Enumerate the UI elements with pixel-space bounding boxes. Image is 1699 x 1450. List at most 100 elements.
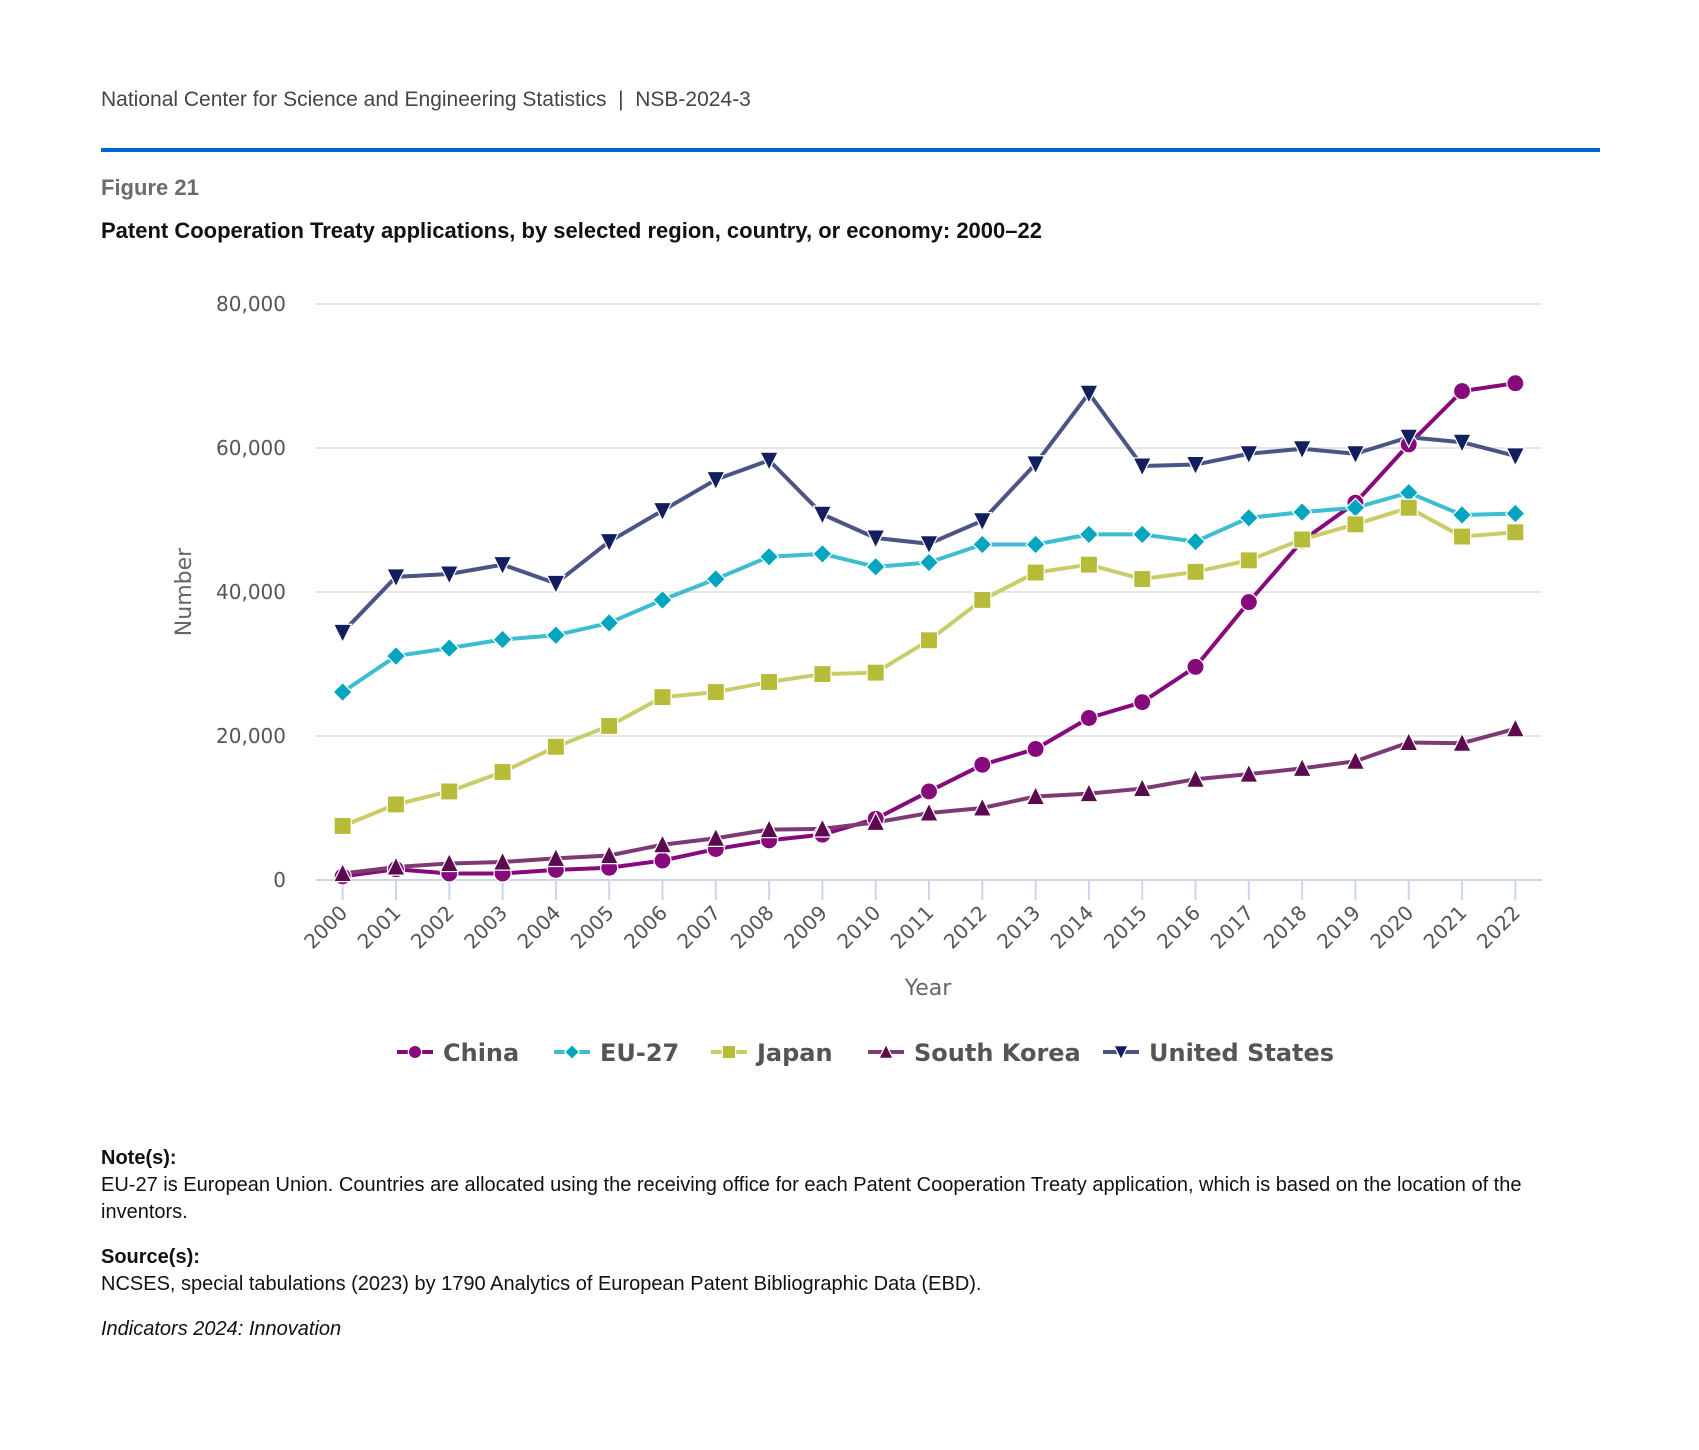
sources-text: NCSES, special tabulations (2023) by 179… [101, 1273, 982, 1295]
data-point-japan [493, 762, 512, 782]
x-tick-label: 2014 [1045, 901, 1098, 954]
x-tick-label: 2008 [726, 901, 779, 954]
x-tick-label: 2006 [619, 901, 672, 954]
legend-item-united-states[interactable]: United States [1103, 1039, 1334, 1067]
data-point-south-korea [865, 811, 886, 832]
data-point-south-korea [385, 855, 406, 876]
y-tick-label: 80,000 [216, 292, 286, 316]
data-point-south-korea [652, 833, 673, 854]
y-axis-ticks: 0 20,000 40,000 60,000 80,000 [216, 292, 286, 892]
x-tick-label: 2009 [779, 901, 832, 954]
legend-label: China [443, 1039, 519, 1067]
data-point-united-states [1345, 445, 1366, 466]
legend-label: Japan [755, 1039, 833, 1067]
data-point-united-states [812, 505, 833, 526]
x-tick-label: 2013 [992, 901, 1045, 954]
data-point-south-korea [972, 796, 993, 817]
x-tick-label: 2015 [1099, 901, 1152, 954]
series-markers-south-korea [332, 717, 1526, 883]
series-markers [332, 374, 1526, 886]
data-point-eu-27 [492, 629, 513, 650]
data-point-united-states [705, 470, 726, 491]
gridlines [316, 303, 1542, 737]
data-point-china [1133, 693, 1152, 712]
x-tick-label: 2021 [1419, 901, 1472, 954]
x-tick-label: 2010 [832, 901, 885, 954]
header-divider [101, 148, 1600, 152]
legend-marker-united-states-icon [1113, 1045, 1129, 1062]
data-point-south-korea [439, 852, 460, 873]
data-point-china [1186, 657, 1205, 677]
data-point-south-korea [705, 826, 726, 847]
legend-item-japan[interactable]: Japan [711, 1039, 833, 1067]
data-point-eu-27 [1505, 503, 1526, 524]
x-tick-label: 2003 [459, 901, 512, 954]
legend-item-eu-27[interactable]: EU-27 [554, 1039, 679, 1067]
data-point-south-korea [1238, 762, 1259, 783]
data-point-south-korea [919, 801, 939, 822]
legend-marker-south-korea-icon [878, 1042, 894, 1059]
data-point-china [1026, 739, 1045, 759]
data-point-china [919, 782, 939, 801]
data-point-united-states [1292, 440, 1313, 460]
data-point-south-korea [332, 862, 353, 883]
data-point-south-korea [1185, 767, 1206, 788]
data-point-japan [386, 795, 406, 814]
series-markers-united-states [332, 384, 1526, 644]
sources-label: Source(s): [101, 1246, 200, 1268]
data-point-south-korea [1292, 757, 1313, 778]
data-point-japan [973, 590, 992, 610]
x-tick-label: 2019 [1312, 901, 1365, 954]
figure-label: Figure 21 [101, 175, 199, 200]
data-point-japan [333, 816, 352, 836]
data-point-japan [1346, 515, 1365, 534]
legend-label: United States [1149, 1039, 1334, 1067]
x-tick-label: 2017 [1205, 901, 1258, 954]
footnotes: Note(s): EU-27 is European Union. Countr… [101, 1145, 1601, 1343]
legend-item-china[interactable]: China [397, 1039, 519, 1067]
data-point-china [1452, 381, 1472, 401]
legend-marker-china-icon [407, 1044, 423, 1060]
data-point-china [973, 755, 992, 774]
data-point-united-states [332, 623, 353, 644]
data-point-united-states [1505, 447, 1526, 468]
data-point-eu-27 [1451, 504, 1473, 526]
legend-item-south-korea[interactable]: South Korea [868, 1039, 1081, 1067]
x-axis: 2000 2001 2002 2003 2004 2005 2006 2007 2008 2009… [299, 879, 1542, 954]
x-tick-label: 2000 [299, 901, 352, 954]
data-point-eu-27 [385, 645, 407, 667]
data-point-eu-27 [545, 624, 567, 646]
data-point-eu-27 [918, 552, 940, 573]
data-point-eu-27 [758, 546, 780, 568]
data-point-south-korea [1452, 731, 1473, 752]
figure-title: Patent Cooperation Treaty applications, … [101, 218, 1042, 243]
data-point-united-states [759, 451, 780, 472]
organization-header: National Center for Science and Engineer… [101, 88, 751, 111]
y-tick-label: 60,000 [216, 436, 286, 460]
data-point-japan [1239, 551, 1258, 570]
data-point-united-states [599, 532, 620, 553]
legend: China EU-27 Japan South Korea United States [397, 1039, 1334, 1067]
legend-marker-japan-icon [721, 1044, 737, 1060]
publication-label: Indicators 2024: Innovation [101, 1318, 342, 1340]
data-point-south-korea [812, 817, 833, 838]
data-point-south-korea [1398, 731, 1419, 752]
legend-label: EU-27 [600, 1039, 679, 1067]
data-point-south-korea [1025, 785, 1046, 806]
data-point-united-states [1025, 455, 1046, 476]
x-tick-label: 2020 [1365, 901, 1418, 954]
data-point-south-korea [1505, 717, 1526, 738]
series-markers-eu-27 [332, 482, 1526, 703]
notes-text: EU-27 is European Union. Countries are a… [101, 1174, 1522, 1223]
data-point-japan [1452, 527, 1472, 546]
data-point-japan [546, 737, 566, 756]
data-point-south-korea [759, 818, 780, 839]
data-point-united-states [1132, 457, 1153, 478]
data-point-united-states [1185, 455, 1206, 476]
x-tick-label: 2018 [1259, 901, 1312, 954]
y-axis-title: Number [172, 547, 197, 636]
data-point-eu-27 [1291, 501, 1313, 523]
series-markers-japan [333, 498, 1525, 836]
data-point-japan [653, 687, 672, 707]
data-point-china [1079, 708, 1099, 728]
